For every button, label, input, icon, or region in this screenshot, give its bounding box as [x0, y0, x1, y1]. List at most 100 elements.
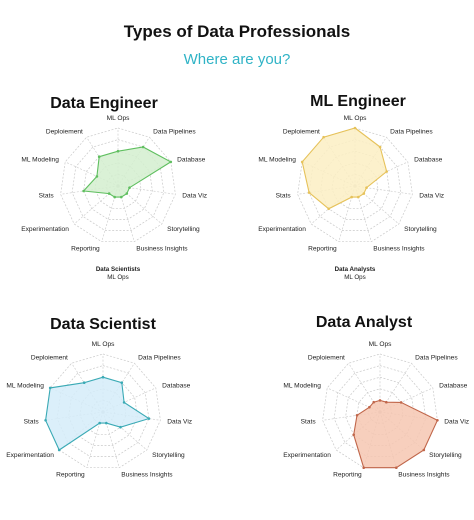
- grid-spoke: [101, 185, 119, 242]
- axis-label-ml-modeling: ML Modeling: [258, 156, 296, 163]
- axis-label-experimentation: Experimentation: [283, 452, 331, 459]
- data-point: [119, 425, 122, 429]
- data-point: [300, 160, 304, 164]
- grid-spoke: [354, 185, 413, 195]
- grid-spoke: [327, 387, 381, 413]
- data-point: [122, 401, 126, 404]
- grid-spoke: [354, 185, 372, 242]
- data-point: [352, 433, 356, 437]
- data-point: [116, 149, 120, 153]
- chart-title: ML Engineer: [310, 93, 406, 110]
- data-point: [322, 135, 325, 139]
- axis-label-data-pipelines: Data Pipelines: [138, 355, 181, 362]
- axis-label-data-viz: Data Viz: [167, 419, 192, 426]
- data-point: [101, 375, 105, 379]
- axis-label-deploiement: Deploiement: [31, 355, 68, 362]
- axis-label-storytelling: Storytelling: [429, 452, 462, 459]
- axis-label-reporting: Reporting: [333, 472, 362, 479]
- data-point: [357, 195, 360, 199]
- chart-title: Data Analyst: [316, 314, 413, 331]
- axis-label-data-pipelines: Data Pipelines: [390, 129, 433, 136]
- radar-chart-data-analyst: Data Analyst ML Ops Data Pipelines Database…: [283, 314, 469, 479]
- series-area: [82, 146, 172, 198]
- data-point: [125, 192, 129, 195]
- axis-label-experimentation: Experimentation: [6, 452, 54, 459]
- grid-spoke: [65, 161, 119, 187]
- chart-caption-line: Data Analysts: [335, 266, 376, 273]
- grid-spoke: [117, 185, 176, 195]
- axis-label-database: Database: [177, 156, 206, 163]
- axis-label-business-insights: Business Insights: [373, 246, 425, 253]
- grid-spoke: [102, 387, 156, 413]
- grid-spoke: [102, 411, 120, 468]
- axis-label-data-viz: Data Viz: [444, 419, 469, 426]
- data-point: [82, 189, 85, 193]
- chart-title: Data Engineer: [50, 95, 158, 112]
- grid-spoke: [117, 185, 163, 225]
- axis-label-business-insights: Business Insights: [398, 472, 450, 479]
- axis-label-storytelling: Storytelling: [404, 226, 437, 233]
- data-point: [350, 195, 354, 199]
- data-point: [385, 170, 389, 173]
- data-point: [97, 155, 101, 158]
- grid-spoke: [379, 363, 412, 413]
- axis-label-database: Database: [414, 156, 443, 163]
- data-point: [82, 381, 86, 385]
- chart-title: Data Scientist: [50, 316, 156, 333]
- data-point: [362, 192, 366, 195]
- grid-spoke: [338, 185, 356, 242]
- axis-label-stats: Stats: [39, 193, 55, 200]
- axis-label-business-insights: Business Insights: [136, 246, 188, 253]
- grid-spoke: [379, 387, 433, 413]
- data-point: [385, 400, 388, 404]
- data-point: [378, 399, 382, 402]
- data-point: [353, 126, 357, 130]
- grid-ring: [308, 139, 402, 231]
- radar-chart-data-scientist: Data Scientist ML Ops Data Pipelines Databa…: [6, 316, 192, 479]
- axis-label-stats: Stats: [301, 419, 317, 426]
- chart-caption-line: ML Ops: [344, 274, 365, 281]
- axis-label-reporting: Reporting: [308, 246, 337, 253]
- grid-ring: [56, 365, 150, 457]
- data-point: [57, 448, 61, 452]
- data-point: [105, 421, 108, 425]
- axis-label-reporting: Reporting: [56, 472, 85, 479]
- axis-label-experimentation: Experimentation: [21, 226, 69, 233]
- data-point: [147, 417, 151, 420]
- chart-caption-line: Data Scientists: [96, 266, 141, 273]
- axis-label-deploiement: Deploiement: [283, 129, 320, 136]
- grid-spoke: [354, 185, 400, 225]
- data-point: [355, 414, 359, 417]
- axis-label-experimentation: Experimentation: [258, 226, 306, 233]
- axis-label-data-viz: Data Viz: [419, 193, 444, 200]
- data-point: [395, 466, 398, 470]
- axis-label-ml-modeling: ML Modeling: [21, 156, 59, 163]
- grid-ring: [356, 388, 404, 435]
- data-point: [327, 207, 331, 211]
- axis-label-reporting: Reporting: [71, 246, 100, 253]
- axis-label-data-pipelines: Data Pipelines: [415, 355, 458, 362]
- data-point: [399, 401, 403, 404]
- grid-spoke: [117, 185, 135, 242]
- series-area: [45, 376, 151, 451]
- axis-label-data-pipelines: Data Pipelines: [153, 129, 196, 136]
- page-title: Types of Data Professionals: [123, 22, 351, 41]
- data-point: [378, 145, 382, 149]
- axis-label-ml-ops: ML Ops: [107, 115, 131, 122]
- axis-label-stats: Stats: [24, 419, 40, 426]
- data-point: [120, 195, 123, 199]
- data-point: [128, 186, 131, 189]
- grid-ring: [322, 353, 438, 469]
- data-point: [365, 186, 368, 189]
- grid-spoke: [348, 363, 381, 413]
- grid-spoke: [73, 185, 119, 225]
- data-point: [98, 421, 101, 425]
- axis-label-ml-ops: ML Ops: [344, 115, 368, 122]
- axis-label-data-viz: Data Viz: [182, 193, 207, 200]
- data-point: [107, 192, 111, 195]
- data-point: [169, 160, 173, 164]
- axis-label-business-insights: Business Insights: [121, 472, 173, 479]
- data-point: [141, 145, 145, 149]
- axis-label-ml-ops: ML Ops: [92, 341, 116, 348]
